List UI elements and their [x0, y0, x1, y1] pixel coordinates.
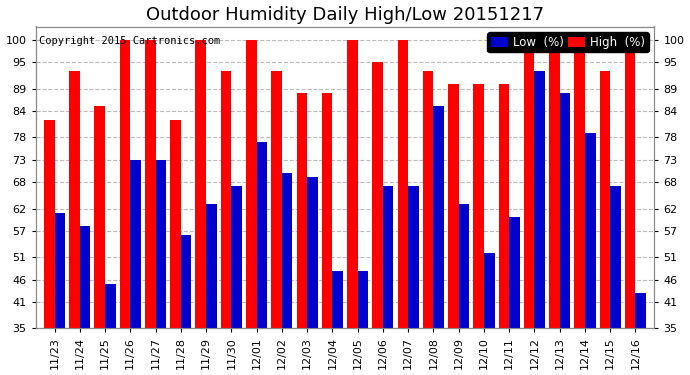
Bar: [560, 93, 571, 375]
Bar: [231, 186, 242, 375]
Title: Outdoor Humidity Daily High/Low 20151217: Outdoor Humidity Daily High/Low 20151217: [146, 6, 544, 24]
Text: Copyright 2015 Cartronics.com: Copyright 2015 Cartronics.com: [39, 36, 220, 45]
Bar: [585, 133, 595, 375]
Bar: [119, 40, 130, 375]
Bar: [44, 120, 55, 375]
Bar: [484, 253, 495, 375]
Bar: [459, 204, 469, 375]
Bar: [549, 40, 560, 375]
Bar: [333, 271, 343, 375]
Bar: [600, 71, 610, 375]
Bar: [535, 71, 545, 375]
Bar: [181, 235, 191, 375]
Bar: [69, 71, 80, 375]
Bar: [145, 40, 155, 375]
Bar: [322, 93, 333, 375]
Bar: [206, 204, 217, 375]
Bar: [130, 160, 141, 375]
Bar: [95, 106, 105, 375]
Bar: [473, 84, 484, 375]
Bar: [509, 217, 520, 375]
Bar: [373, 62, 383, 375]
Bar: [524, 40, 535, 375]
Legend: Low  (%), High  (%): Low (%), High (%): [487, 32, 649, 53]
Bar: [383, 186, 393, 375]
Bar: [574, 40, 585, 375]
Bar: [357, 271, 368, 375]
Bar: [195, 40, 206, 375]
Bar: [625, 53, 635, 375]
Bar: [499, 84, 509, 375]
Bar: [221, 71, 231, 375]
Bar: [155, 160, 166, 375]
Bar: [257, 142, 267, 375]
Bar: [282, 173, 293, 375]
Bar: [105, 284, 116, 375]
Bar: [423, 71, 433, 375]
Bar: [297, 93, 307, 375]
Bar: [271, 71, 282, 375]
Bar: [408, 186, 419, 375]
Bar: [170, 120, 181, 375]
Bar: [80, 226, 90, 375]
Bar: [610, 186, 621, 375]
Bar: [55, 213, 65, 375]
Bar: [347, 40, 357, 375]
Bar: [433, 106, 444, 375]
Bar: [448, 84, 459, 375]
Bar: [246, 40, 257, 375]
Bar: [397, 40, 408, 375]
Bar: [635, 293, 646, 375]
Bar: [307, 177, 317, 375]
